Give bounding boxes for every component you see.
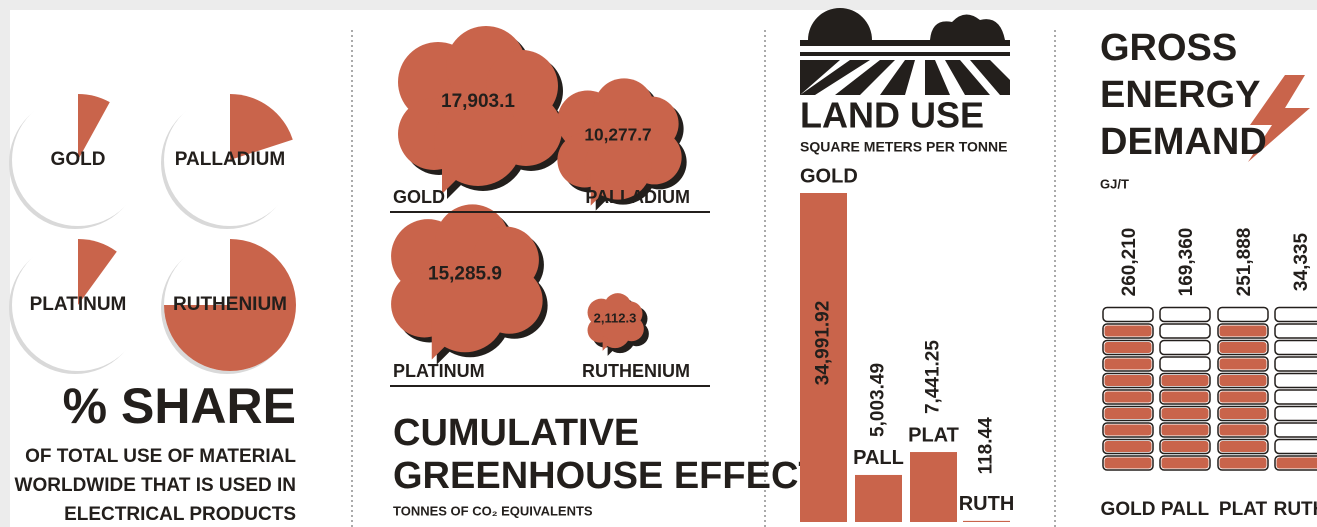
cell-fill (1162, 408, 1209, 419)
cell-outline (1275, 324, 1317, 338)
cloud-value: 10,277.7 (584, 125, 651, 145)
energy-label: RUTH (1274, 499, 1317, 520)
chart-subtitle: TONNES OF CO₂ EQUIVALENTS (393, 503, 593, 518)
cell-outline (1275, 423, 1317, 437)
cell-fill (1220, 326, 1267, 337)
cell-fill (1105, 441, 1152, 452)
chart-subtitle: OF TOTAL USE OF MATERIAL (25, 446, 296, 467)
cell-fill (1220, 425, 1267, 436)
cell-fill (1105, 359, 1152, 370)
chart-subtitle: WORLDWIDE THAT IS USED IN (15, 475, 296, 496)
cell-outline (1275, 308, 1317, 322)
cloud-label: PALLADIUM (585, 187, 690, 207)
energy-value: 251,888 (1234, 228, 1255, 297)
cell-outline (1103, 308, 1153, 322)
cell-fill (1105, 408, 1152, 419)
chart-title: LAND USE (800, 95, 984, 136)
bar-label: PLAT (908, 424, 959, 446)
energy-value: 169,360 (1176, 228, 1197, 297)
chart-subtitle: GJ/T (1100, 176, 1129, 191)
bar-value: 7,441.25 (923, 340, 944, 414)
cell-outline (1160, 357, 1210, 371)
cell-fill (1162, 375, 1209, 386)
cell-outline (1275, 341, 1317, 355)
chart-title: ENERGY (1100, 74, 1260, 116)
cell-fill (1220, 408, 1267, 419)
cloud-value: 17,903.1 (441, 91, 515, 112)
cell-outline (1275, 374, 1317, 388)
cell-outline (1275, 357, 1317, 371)
cell-fill (1105, 326, 1152, 337)
cell-fill (1220, 458, 1267, 469)
bar (855, 475, 902, 522)
cell-outline (1160, 308, 1210, 322)
bar (910, 452, 957, 522)
cell-fill (1162, 425, 1209, 436)
cell-fill (1220, 375, 1267, 386)
cell-fill (1162, 458, 1209, 469)
energy-value: 260,210 (1119, 228, 1140, 297)
cell-fill (1220, 441, 1267, 452)
bar-value: 5,003.49 (868, 363, 889, 437)
cell-outline (1160, 324, 1210, 338)
cell-fill (1105, 458, 1152, 469)
page: GOLD PALLADIUM PLATINUM RUTHENIUM % SHARE OF … (0, 0, 1317, 527)
cell-fill (1105, 425, 1152, 436)
bar-label: PALL (853, 447, 904, 469)
cloud-label: GOLD (393, 187, 445, 207)
energy-label: PALL (1161, 499, 1210, 520)
pie-label: PLATINUM (30, 294, 127, 315)
cell-fill (1220, 359, 1267, 370)
bar-value: 118.44 (976, 417, 997, 474)
chart-title: DEMAND (1100, 121, 1267, 163)
chart-title: GROSS (1100, 27, 1237, 69)
bar-value: 34,991.92 (813, 301, 834, 386)
bar (963, 521, 1010, 522)
pie-label: PALLADIUM (175, 149, 285, 170)
cell-outline (1275, 407, 1317, 421)
chart-subtitle: ELECTRICAL PRODUCTS (64, 504, 296, 525)
pie-label: GOLD (51, 149, 106, 170)
energy-value: 34,335 (1291, 233, 1312, 292)
chart-title: CUMULATIVE (393, 412, 639, 454)
cloud-value: 15,285.9 (428, 264, 502, 285)
cell-outline (1218, 308, 1268, 322)
chart-title: GREENHOUSE EFFECT (393, 455, 822, 497)
cell-fill (1105, 342, 1152, 353)
cell-fill (1277, 458, 1317, 469)
cell-outline (1275, 440, 1317, 454)
chart-subtitle: SQUARE METERS PER TONNE (800, 139, 1007, 155)
cell-outline (1160, 341, 1210, 355)
cloud-value: 2,112.3 (594, 311, 637, 326)
cell-fill (1220, 392, 1267, 403)
cell-fill (1220, 342, 1267, 353)
infographic: GOLD PALLADIUM PLATINUM RUTHENIUM % SHARE OF … (0, 0, 1317, 527)
energy-label: PLAT (1219, 499, 1268, 520)
chart-title: % SHARE (63, 378, 296, 434)
cloud-label: PLATINUM (393, 361, 485, 381)
cloud-label: RUTHENIUM (582, 361, 690, 381)
energy-label: GOLD (1101, 499, 1156, 520)
cell-fill (1105, 375, 1152, 386)
bar-label: RUTH (959, 493, 1015, 515)
cell-fill (1162, 441, 1209, 452)
cell-fill (1162, 392, 1209, 403)
bar-label: GOLD (800, 165, 858, 187)
cell-outline (1275, 390, 1317, 404)
cell-fill (1105, 392, 1152, 403)
pie-label: RUTHENIUM (173, 294, 287, 315)
